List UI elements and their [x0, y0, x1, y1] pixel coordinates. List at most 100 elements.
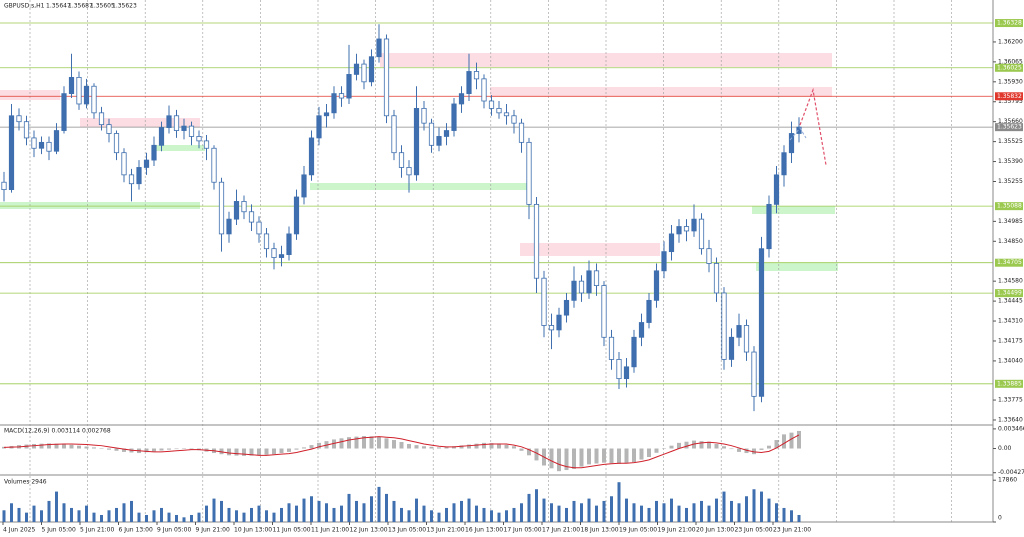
macd-bar — [609, 448, 614, 464]
macd-bar — [572, 448, 576, 469]
volume-bar — [632, 503, 636, 522]
volume-bar — [295, 505, 298, 522]
macd-bar — [249, 448, 254, 456]
volume-bar — [347, 493, 351, 522]
level-label: 1.34705 — [997, 259, 1022, 266]
candle-body — [436, 136, 442, 146]
volume-bar — [790, 510, 793, 522]
y-tick-label: 1.34040 — [998, 357, 1023, 364]
projection — [789, 127, 807, 141]
volume-bar — [535, 489, 538, 522]
macd-bar — [617, 448, 621, 464]
projection — [799, 87, 827, 166]
macd-bar — [159, 448, 164, 451]
volume-bar — [752, 489, 756, 522]
volume-bar — [460, 500, 463, 522]
macd-bar — [422, 446, 426, 449]
volume-bar — [317, 500, 321, 522]
level-tag: 1.36025 — [995, 63, 1023, 72]
volume-bar — [445, 507, 448, 522]
candle-body — [758, 248, 765, 397]
volume-bar — [565, 507, 568, 522]
volume-bar — [205, 505, 208, 522]
x-tick-label: 23 Jun 05:00 — [735, 527, 773, 534]
macd-bar — [789, 432, 794, 449]
candle-body — [541, 277, 547, 326]
candle-body — [143, 159, 150, 168]
candle-body — [16, 115, 22, 123]
candle-body — [128, 174, 135, 185]
level-tag-bg — [995, 63, 1023, 72]
macd-bar — [317, 442, 321, 449]
macd-bar — [429, 446, 434, 449]
volume-bar — [437, 512, 441, 522]
candle-body — [586, 270, 592, 294]
candle-body — [473, 71, 480, 80]
level-label: 1.35088 — [997, 203, 1022, 210]
candle-body — [661, 251, 667, 272]
y-tick-label: 0 — [998, 515, 1002, 522]
candle-body — [391, 115, 397, 154]
y-tick-label: 1.35255 — [998, 178, 1023, 185]
macd-bar — [114, 448, 119, 451]
candle-body — [563, 299, 570, 316]
volume-bar — [55, 491, 58, 522]
volume-bar — [595, 505, 598, 522]
candle-body — [608, 336, 615, 360]
volume-bar — [670, 498, 673, 522]
demand-zone — [155, 145, 205, 151]
volume-bar — [797, 514, 801, 522]
volume-bar — [137, 512, 141, 522]
volume-bar — [587, 498, 591, 522]
y-tick-label: 1.33640 — [998, 416, 1023, 423]
candle-body — [98, 112, 105, 126]
candle-body — [421, 107, 427, 124]
candle-body — [518, 122, 525, 143]
x-tick-label: 5 Jun 21:00 — [80, 527, 114, 534]
candle-body — [331, 93, 337, 114]
candle-body — [31, 137, 37, 149]
candle-body — [526, 141, 532, 205]
candle-body — [241, 201, 247, 213]
level-tag-bg — [995, 202, 1023, 211]
x-tick-label: 11 Jun 05:00 — [273, 527, 311, 534]
candle-body — [511, 115, 517, 124]
volume-bar — [482, 507, 486, 522]
macd-bar — [549, 448, 554, 469]
candle-body — [481, 78, 487, 102]
volume-bar — [602, 500, 606, 522]
candle-body — [173, 115, 180, 131]
candle-body — [301, 174, 307, 198]
price-panel — [0, 22, 993, 412]
candle-body — [788, 133, 795, 154]
macd-bar — [579, 448, 584, 467]
macd-bar — [399, 442, 404, 449]
volume-bar — [130, 500, 133, 522]
candle-body — [151, 144, 157, 161]
macd-bar — [242, 448, 246, 456]
macd-bar — [377, 436, 381, 449]
candle-body — [53, 130, 60, 152]
volume-bar — [782, 507, 786, 522]
macd-bar — [677, 442, 681, 449]
volume-bar — [32, 505, 36, 522]
volume-bar — [280, 507, 283, 522]
volume-bar — [242, 512, 246, 522]
macd-bar — [654, 448, 659, 453]
volume-bar — [767, 498, 771, 522]
candle-body — [293, 196, 300, 235]
volume-bar — [100, 514, 103, 522]
macd-label: MACD(12,26,9) 0.003114 0.002768 — [4, 428, 111, 435]
candle-body — [413, 107, 420, 176]
macd-bar — [647, 448, 651, 458]
candle-body — [631, 336, 637, 368]
level-tag: 1.35088 — [995, 202, 1023, 211]
macd-bar — [2, 446, 6, 449]
candle-body — [23, 121, 30, 139]
volume-bar — [77, 510, 81, 522]
candle-body — [256, 221, 262, 235]
macd-signal — [3, 434, 800, 469]
volume-bar — [250, 507, 253, 522]
volume-bar — [2, 510, 6, 522]
